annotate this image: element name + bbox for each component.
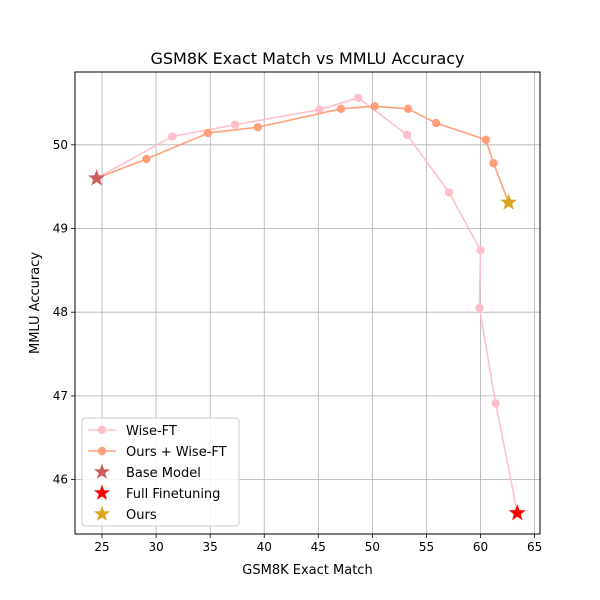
legend-label-base-model: Base Model (126, 466, 201, 481)
x-tick-label: 55 (419, 540, 434, 554)
y-axis-label: MMLU Accuracy (28, 252, 43, 354)
legend-label-ours-wise-ft: Ours + Wise-FT (126, 445, 227, 460)
y-tick-label: 46 (53, 473, 68, 487)
y-tick-label: 48 (53, 305, 68, 319)
wise-ft-point (444, 188, 454, 197)
wise-ft-point (230, 120, 240, 129)
legend-box (81, 417, 240, 527)
y-tick-label: 49 (53, 222, 68, 236)
legend: Wise-FT Ours + Wise-FT Base Model Full Fine… (81, 417, 240, 527)
x-tick-label: 25 (94, 540, 109, 554)
x-tick-label: 35 (203, 540, 218, 554)
y-tick-label: 47 (53, 389, 68, 403)
wise-ft-point (402, 130, 412, 139)
legend-label-ours: Ours (126, 508, 157, 523)
x-tick-label: 30 (148, 540, 163, 554)
legend-star-base-model (93, 463, 111, 479)
axis-ticks: 25 30 35 40 45 50 55 60 65 46 47 48 49 50 (53, 138, 543, 554)
wise-ft-point (491, 399, 500, 408)
ours-wise-ft-point (336, 104, 346, 114)
x-tick-label: 60 (473, 540, 488, 554)
x-tick-label: 50 (365, 540, 380, 554)
x-tick-label: 65 (527, 540, 542, 554)
ours-wise-ft-point (481, 135, 491, 144)
legend-marker-ours-wise-ft (97, 446, 107, 456)
x-axis-label: GSM8K Exact Match (242, 563, 372, 578)
ours-wise-ft-point (489, 159, 498, 168)
ours-wise-ft-point (253, 123, 262, 132)
legend-marker-wise-ft (97, 425, 107, 435)
ours-wise-ft-point (370, 102, 379, 111)
ours-wise-ft-point (403, 104, 413, 114)
grid (75, 72, 540, 534)
wise-ft-point (476, 246, 485, 255)
y-tick-label: 50 (53, 138, 68, 152)
ours-star (500, 193, 518, 210)
x-tick-label: 40 (257, 540, 272, 554)
legend-star-ours (93, 505, 111, 521)
legend-star-full-finetuning (93, 484, 111, 500)
legend-label-wise-ft: Wise-FT (126, 424, 177, 439)
legend-label-full-finetuning: Full Finetuning (126, 487, 220, 502)
chart-title: GSM8K Exact Match vs MMLU Accuracy (150, 49, 464, 68)
ours-wise-ft-point (431, 118, 441, 128)
ours-wise-ft-point (203, 128, 213, 138)
base-model-star (88, 169, 106, 186)
x-tick-label: 45 (311, 540, 326, 554)
plot-frame (74, 71, 541, 535)
wise-ft-point (475, 303, 484, 313)
wise-ft-point (315, 105, 324, 114)
ours-wise-ft-point (142, 154, 151, 164)
wise-ft-point (354, 93, 363, 103)
full-finetuning-star (508, 504, 526, 521)
wise-ft-point (168, 132, 177, 141)
plot-series (88, 93, 526, 521)
